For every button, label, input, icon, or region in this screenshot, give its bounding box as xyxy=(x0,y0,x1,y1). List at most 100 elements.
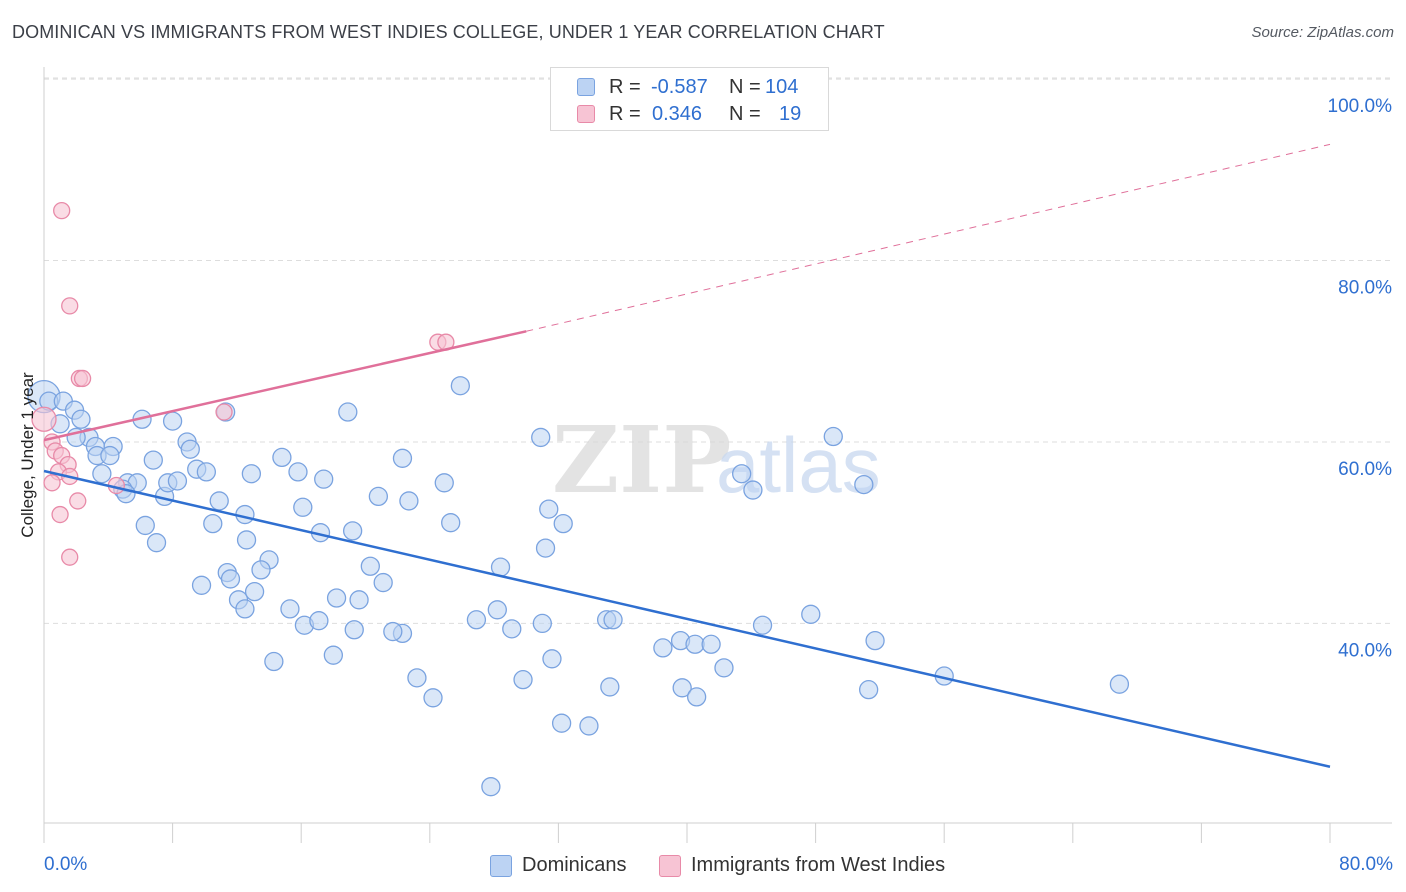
data-point-dominicans xyxy=(135,515,155,536)
bottom-legend-label: Dominicans xyxy=(522,854,627,876)
correlation-legend: R = -0.587 N = 104 R = 0.346 N = 19 xyxy=(550,67,829,131)
x-tick-label: 0.0% xyxy=(44,854,87,875)
x-tick-label: 80.0% xyxy=(1339,854,1393,875)
data-point-dominicans xyxy=(423,688,443,708)
data-point-dominicans xyxy=(92,464,112,484)
data-point-dominicans xyxy=(481,777,501,797)
data-point-dominicans xyxy=(434,473,454,493)
data-point-dominicans xyxy=(349,590,369,610)
data-point-dominicans xyxy=(732,464,752,484)
data-point-dominicans xyxy=(531,427,551,448)
data-point-dominicans xyxy=(672,678,692,698)
legend-n-label: N = xyxy=(729,76,761,98)
data-point-dominicans xyxy=(600,677,620,697)
legend-swatch-pink xyxy=(659,855,681,877)
data-point-dominicans xyxy=(801,604,821,624)
data-point-dominicans xyxy=(342,521,363,541)
data-point-dominicans xyxy=(487,600,507,620)
data-point-dominicans xyxy=(539,499,559,519)
legend-swatch-blue xyxy=(577,78,595,96)
data-point-dominicans xyxy=(209,491,229,511)
data-point-dominicans xyxy=(293,497,313,517)
data-point-dominicans xyxy=(1109,674,1130,694)
legend-r-label: R = xyxy=(609,76,641,98)
data-point-dominicans xyxy=(236,530,257,550)
data-point-dominicans xyxy=(714,658,734,678)
data-point-west-indies xyxy=(61,548,79,566)
data-point-dominicans xyxy=(685,634,705,654)
legend-r-value: 0.346 xyxy=(652,103,703,125)
data-point-dominicans xyxy=(858,679,879,700)
data-point-dominicans xyxy=(701,634,721,654)
data-point-dominicans xyxy=(399,491,419,511)
data-point-dominicans xyxy=(513,670,533,690)
data-point-dominicans xyxy=(603,610,623,630)
data-point-dominicans xyxy=(383,621,403,642)
data-point-dominicans xyxy=(338,402,358,422)
data-point-west-indies xyxy=(69,492,87,510)
data-point-dominicans xyxy=(244,582,265,602)
data-point-dominicans xyxy=(146,533,167,553)
data-point-dominicans xyxy=(203,513,223,534)
y-tick-label: 100.0% xyxy=(1328,96,1393,117)
data-point-dominicans xyxy=(241,464,262,484)
data-point-dominicans xyxy=(326,588,347,608)
data-point-dominicans xyxy=(344,620,364,640)
data-point-dominicans xyxy=(323,645,344,665)
data-point-dominicans xyxy=(368,486,389,507)
data-point-dominicans xyxy=(280,599,300,619)
y-tick-label: 60.0% xyxy=(1338,459,1392,480)
data-point-dominicans xyxy=(579,716,599,736)
data-point-west-indies xyxy=(53,201,71,220)
data-point-dominicans xyxy=(196,462,217,482)
data-point-west-indies xyxy=(61,297,79,315)
data-point-west-indies xyxy=(51,505,69,524)
source-credit: Source: ZipAtlas.com xyxy=(1251,24,1394,41)
data-point-dominicans xyxy=(220,569,241,589)
data-point-dominicans xyxy=(686,687,707,707)
legend-n-value: 104 xyxy=(765,76,799,98)
data-point-west-indies xyxy=(31,406,57,432)
data-point-dominicans xyxy=(162,411,183,431)
legend-row-west-indies: R = 0.346 N = 19 xyxy=(551,101,828,127)
data-point-dominicans xyxy=(823,426,843,447)
trend-line-west-indies xyxy=(43,330,527,442)
data-point-dominicans xyxy=(143,450,163,470)
data-point-dominicans xyxy=(272,447,292,468)
data-point-dominicans xyxy=(264,651,284,672)
data-point-dominicans xyxy=(191,575,212,595)
data-point-dominicans xyxy=(71,409,91,429)
data-point-dominicans xyxy=(553,513,573,534)
data-point-dominicans xyxy=(502,619,522,639)
data-point-dominicans xyxy=(251,560,271,580)
data-point-dominicans xyxy=(100,445,120,466)
y-tick-label: 40.0% xyxy=(1338,640,1392,661)
legend-n-value: 19 xyxy=(779,103,802,125)
legend-r-label: R = xyxy=(609,103,641,125)
data-point-dominicans xyxy=(407,668,427,688)
data-point-dominicans xyxy=(309,611,329,631)
data-point-dominicans xyxy=(551,713,572,733)
legend-n-label: N = xyxy=(729,103,761,125)
data-point-dominicans xyxy=(535,538,556,558)
data-point-dominicans xyxy=(542,649,562,669)
data-point-dominicans xyxy=(167,471,188,491)
data-point-dominicans xyxy=(314,469,334,489)
data-point-dominicans xyxy=(653,638,673,658)
watermark-zip: ZIP xyxy=(552,406,731,514)
data-point-dominicans xyxy=(288,462,308,482)
y-tick-label: 80.0% xyxy=(1338,278,1392,299)
data-point-dominicans xyxy=(392,448,413,468)
y-axis-label: College, Under 1 year xyxy=(18,372,37,538)
data-point-dominicans xyxy=(373,572,393,593)
data-point-dominicans xyxy=(854,474,874,495)
trend-line-west-indies-extrapolated xyxy=(526,143,1331,332)
data-point-dominicans xyxy=(360,556,380,576)
data-point-dominicans xyxy=(466,610,487,630)
legend-swatch-blue xyxy=(490,855,512,877)
data-point-dominicans xyxy=(532,613,552,634)
data-point-dominicans xyxy=(743,480,763,500)
legend-swatch-pink xyxy=(577,105,595,123)
data-point-dominicans xyxy=(752,615,773,635)
legend-row-dominicans: R = -0.587 N = 104 xyxy=(551,74,828,100)
